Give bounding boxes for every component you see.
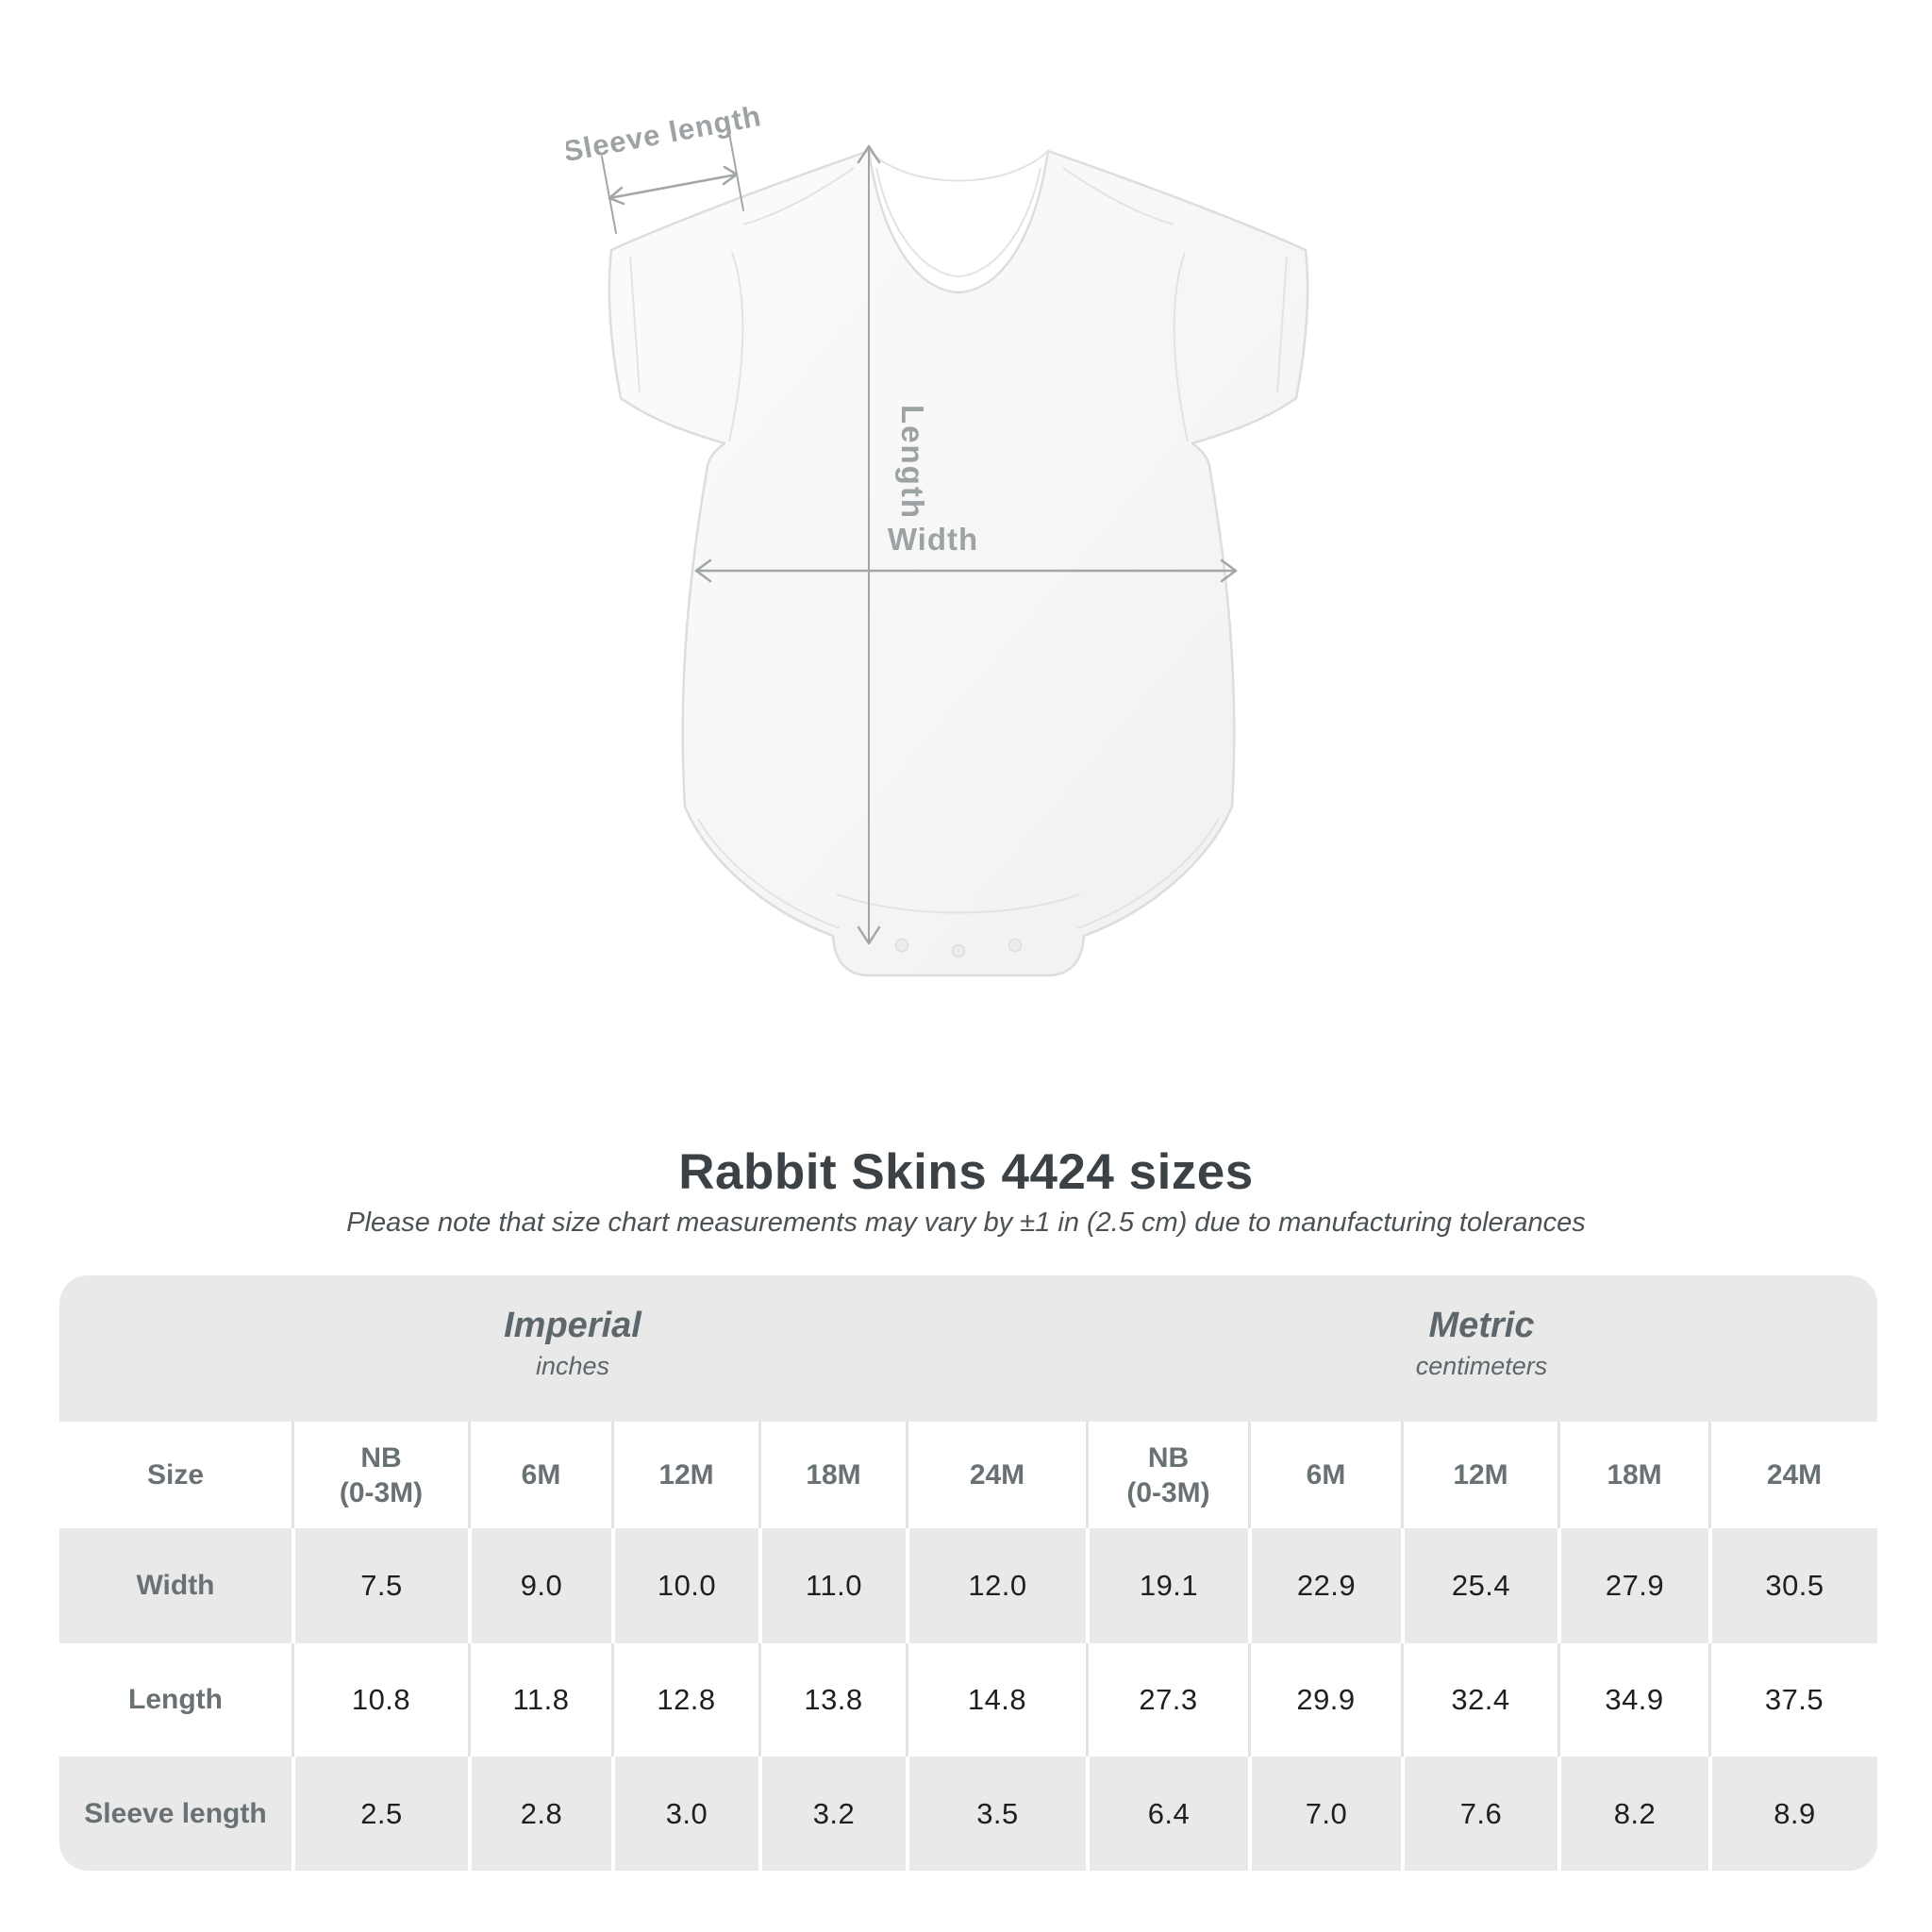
neck-rib-seam [875,167,1041,278]
left-sleeve-hem [629,256,641,393]
imperial-label: Imperial [504,1306,641,1345]
table-cell: 32.4 [1401,1643,1557,1757]
col-header-label: 18M [806,1459,861,1491]
bodysuit-outline [608,149,1309,977]
table-cell: 37.5 [1708,1643,1877,1757]
sleeve-length-arrow [601,132,744,234]
back-neck-seam [868,150,1049,182]
col-header-18m-metric: 18M [1557,1422,1708,1528]
page-title: Rabbit Skins 4424 sizes [678,1144,1254,1200]
col-header-label: 6M [1306,1459,1346,1491]
table-cell: 14.8 [906,1643,1086,1757]
col-header-sublabel: (0-3M) [1126,1476,1210,1508]
table-cell: 19.1 [1086,1528,1248,1643]
col-header-label: 12M [1453,1459,1508,1491]
unit-header-metric: Metric centimeters [1086,1275,1877,1422]
width-label: Width [888,522,978,557]
col-header-sublabel: (0-3M) [339,1476,424,1508]
table-row-sleeve-length: Sleeve length 2.5 2.8 3.0 3.2 3.5 6.4 7.… [59,1757,1877,1871]
width-arrow [694,558,1238,583]
col-header-12m-metric: 12M [1401,1422,1557,1528]
length-label: Length [895,405,930,520]
col-header-label: 24M [969,1459,1025,1491]
col-header-nb-imperial: NB (0-3M) [291,1422,468,1528]
table-row-width: Width 7.5 9.0 10.0 11.0 12.0 19.1 22.9 2… [59,1528,1877,1643]
col-header-6m-imperial: 6M [468,1422,611,1528]
table-cell: 11.0 [758,1528,906,1643]
table-cell: 7.5 [291,1528,468,1643]
table-cell: 2.8 [468,1757,611,1871]
col-header-12m-imperial: 12M [611,1422,758,1528]
row-label-sleeve-length: Sleeve length [84,1797,267,1829]
tolerance-note: Please note that size chart measurements… [346,1208,1586,1238]
col-header-label: NB [1147,1441,1190,1474]
left-armhole-seam [728,252,744,442]
table-cell: 2.5 [291,1757,468,1871]
table-cell: 30.5 [1708,1528,1877,1643]
left-leg-binding [697,818,841,929]
crotch-flap-seam [836,893,1081,914]
table-cell: 3.0 [611,1757,758,1871]
row-label-length: Length [128,1684,223,1715]
table-row-length: Length 10.8 11.8 12.8 13.8 14.8 27.3 29.… [59,1643,1877,1757]
col-header-label: 12M [658,1459,714,1491]
table-cell: 10.8 [291,1643,468,1757]
table-cell: 13.8 [758,1643,906,1757]
col-header-label: NB [360,1441,402,1474]
table-cell: 12.8 [611,1643,758,1757]
col-header-24m-imperial: 24M [906,1422,1086,1528]
length-line [857,144,881,945]
metric-label: Metric [1428,1306,1535,1345]
onesie-diagram: Sleeve length Length Width [566,57,1358,1009]
table-cell: 11.8 [468,1643,611,1757]
table-cell: 7.6 [1401,1757,1557,1871]
table-cell: 8.2 [1557,1757,1708,1871]
table-cell: 12.0 [906,1528,1086,1643]
table-cell: 10.0 [611,1528,758,1643]
col-header-label: 24M [1766,1459,1823,1491]
table-cell: 3.5 [906,1757,1086,1871]
right-leg-binding [1076,818,1220,929]
table-cell: 27.3 [1086,1643,1248,1757]
size-header-row: Size NB (0-3M) 6M 12M 18M 24M NB (0-3M) 6M… [59,1422,1877,1528]
table-cell: 27.9 [1557,1528,1708,1643]
table-cell: 25.4 [1401,1528,1557,1643]
size-header: Size [146,1458,205,1491]
right-sleeve-hem [1276,256,1288,393]
right-armhole-seam [1173,252,1189,442]
table-cell: 34.9 [1557,1643,1708,1757]
col-header-label: 6M [521,1459,561,1491]
col-header-6m-metric: 6M [1248,1422,1401,1528]
metric-sublabel: centimeters [1415,1352,1548,1380]
table-cell: 9.0 [468,1528,611,1643]
table-cell: 29.9 [1248,1643,1401,1757]
row-label-width: Width [136,1570,215,1601]
col-header-18m-imperial: 18M [758,1422,906,1528]
col-header-label: 18M [1607,1459,1662,1491]
unit-header-band: Imperial inches Metric centimeters [59,1275,1877,1422]
col-header-nb-metric: NB (0-3M) [1086,1422,1248,1528]
imperial-sublabel: inches [535,1352,610,1380]
right-lap-shoulder-seam [1062,167,1174,225]
table-cell: 22.9 [1248,1528,1401,1643]
table-cell: 7.0 [1248,1757,1401,1871]
onesie-image: Sleeve length Length Width [566,99,1309,977]
unit-header-imperial: Imperial inches [59,1275,1086,1422]
left-lap-shoulder-seam [742,167,855,225]
table-cell: 3.2 [758,1757,906,1871]
snap-buttons [894,938,1023,958]
size-table: Imperial inches Metric centimeters Size … [59,1275,1877,1871]
table-cell: 6.4 [1086,1757,1248,1871]
table-cell: 8.9 [1708,1757,1877,1871]
col-header-24m-metric: 24M [1708,1422,1877,1528]
